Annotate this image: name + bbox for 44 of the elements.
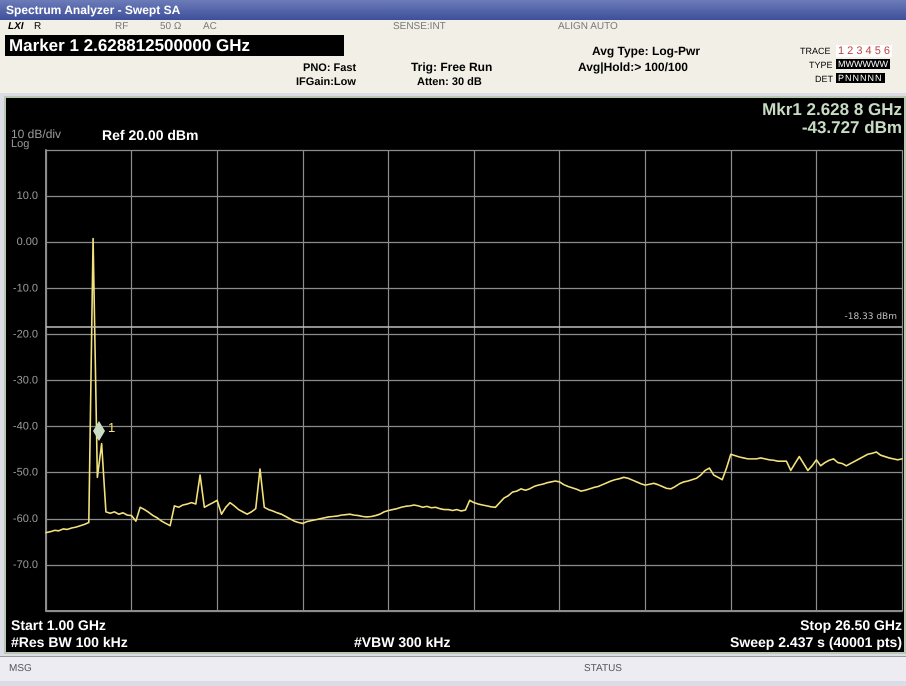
y-tick-label: -40.0 [12,420,38,433]
text: 1 2 3 4 5 6 [836,45,892,57]
y-tick-label: -20.0 [12,328,38,340]
text: PNNNNN [836,73,885,83]
text: 10 dB/div [11,127,62,141]
text: Avg Type: Log-Pwr [592,44,700,58]
text: #Res BW 100 kHz [11,634,128,650]
text: PNO: Fast [303,62,356,74]
text: TYPE [809,60,833,70]
ref-line-label: -18.33 dBm [844,312,897,322]
text: Ref 20.00 dBm [102,127,198,143]
text: RF [115,21,128,32]
y-tick-label: 0.00 [16,236,38,248]
text: MSG [9,663,32,674]
y-tick-label: -10.0 [12,282,38,294]
text: Start 1.00 GHz [11,617,106,633]
text: -43.727 dBm [802,118,902,138]
text: TRACE [800,46,831,56]
line-series [45,238,903,534]
text: DET [815,74,833,84]
text: Marker 1 2.628812500000 GHz [5,35,344,56]
text: ALIGN AUTO [558,21,618,32]
text: Sweep 2.437 s (40001 pts) [730,634,902,650]
text: SENSE:INT [393,21,446,32]
text: Atten: 30 dB [417,76,482,88]
text: AC [203,21,217,32]
text: Trig: Free Run [411,60,492,74]
text: LXI [8,21,24,32]
text: R [34,21,42,32]
chart-title: Spectrum Analyzer - Swept SA [0,0,906,20]
y-tick-label: -30.0 [12,374,38,386]
y-tick-label: 10.0 [16,190,38,202]
y-tick-label: -70.0 [12,558,38,571]
text: Mkr1 2.628 8 GHz [762,100,902,120]
text: Avg|Hold:> 100/100 [578,60,688,74]
text: IFGain:Low [296,76,356,88]
text: STATUS [584,663,622,674]
text: Stop 26.50 GHz [800,617,902,633]
text: Log [11,138,30,150]
text: MWWWWW [836,59,890,69]
y-tick-label: -50.0 [12,466,38,479]
text: #VBW 300 kHz [354,634,450,650]
y-tick-label: -60.0 [12,512,38,525]
text: 50 Ω [160,21,182,32]
